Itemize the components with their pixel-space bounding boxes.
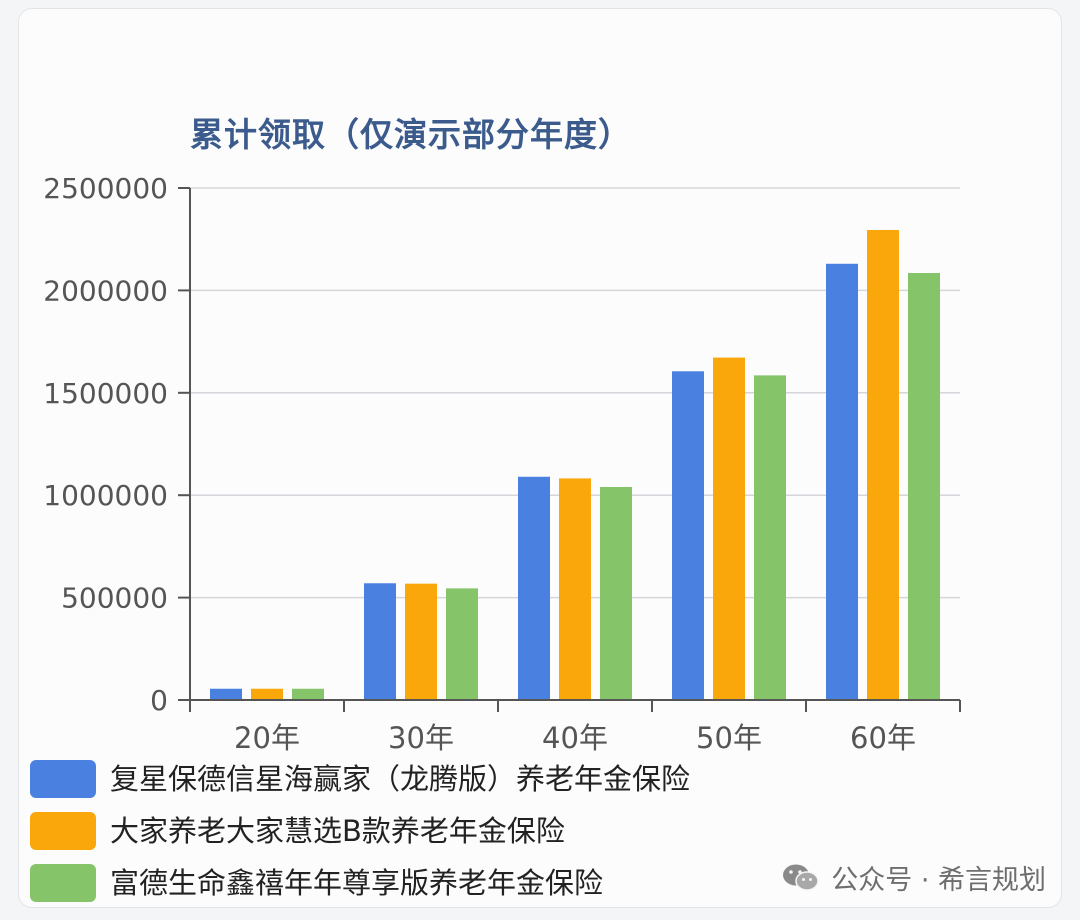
legend-swatch-3 [30,864,96,902]
bar-s2-20年 [251,688,283,700]
x-tick-label: 20年 [234,721,300,755]
legend-swatch-1 [30,760,96,798]
bar-s3-60年 [908,272,940,700]
bar-s2-40年 [559,478,591,700]
y-tick-label: 0 [150,684,168,717]
y-tick-label: 1500000 [43,377,168,410]
legend-swatch-2 [30,812,96,850]
y-tick-label: 1000000 [43,479,168,512]
bar-s1-30年 [364,583,396,700]
bar-s1-20年 [210,688,242,700]
bar-s3-50年 [754,375,786,700]
x-tick-label: 60年 [850,721,916,755]
wechat-icon [783,864,819,891]
bar-s3-40年 [600,487,632,700]
bar-s2-50年 [713,357,745,700]
bar-s1-50年 [672,371,704,700]
legend-label-3: 富德生命鑫禧年年尊享版养老年金保险 [110,866,604,900]
watermark-text: 公众号 · 希言规划 [831,865,1046,896]
bar-s1-60年 [826,263,858,700]
bar-s2-30年 [405,583,437,700]
y-tick-label: 500000 [61,582,168,615]
bar-s3-20年 [292,688,324,700]
y-tick-label: 2500000 [43,172,168,205]
x-tick-label: 30年 [388,721,454,755]
chart-title: 累计领取（仅演示部分年度） [190,115,632,154]
legend-label-1: 复星保德信星海赢家（龙腾版）养老年金保险 [110,762,691,796]
x-tick-label: 50年 [696,721,762,755]
y-tick-label: 2000000 [43,274,168,307]
watermark: 公众号 · 希言规划 [781,858,1046,897]
bar-s1-40年 [518,476,550,700]
bar-s2-60年 [867,229,899,700]
legend-label-2: 大家养老大家慧选B款养老年金保险 [110,814,565,848]
bar-s3-30年 [446,588,478,700]
x-tick-label: 40年 [542,721,608,755]
